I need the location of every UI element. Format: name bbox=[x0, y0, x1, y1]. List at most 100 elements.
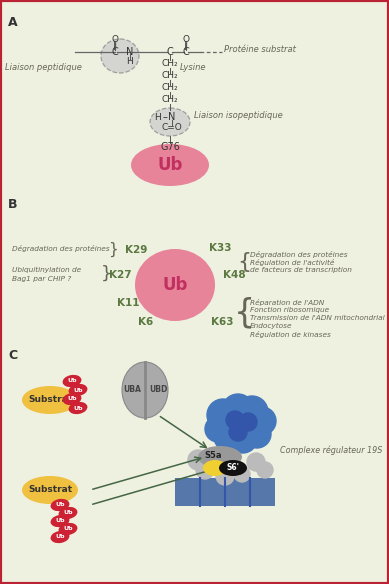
Text: K63: K63 bbox=[211, 317, 233, 327]
Text: UBA: UBA bbox=[123, 385, 141, 395]
Text: {: { bbox=[237, 252, 251, 272]
Ellipse shape bbox=[101, 39, 139, 73]
Circle shape bbox=[188, 450, 208, 470]
Text: Régulation de l'activité: Régulation de l'activité bbox=[250, 259, 335, 266]
Text: Ub: Ub bbox=[67, 397, 77, 402]
Circle shape bbox=[247, 453, 265, 471]
Text: {: { bbox=[233, 297, 255, 329]
Ellipse shape bbox=[63, 375, 81, 387]
Text: K48: K48 bbox=[223, 270, 245, 280]
Text: K6: K6 bbox=[138, 317, 154, 327]
Text: Ub: Ub bbox=[67, 378, 77, 384]
Circle shape bbox=[214, 423, 242, 451]
Text: C: C bbox=[8, 349, 17, 362]
Text: N: N bbox=[126, 47, 134, 57]
Text: Substrat: Substrat bbox=[28, 395, 72, 405]
Circle shape bbox=[239, 413, 257, 431]
Ellipse shape bbox=[150, 108, 190, 136]
Text: Dégradation des protéines: Dégradation des protéines bbox=[12, 245, 110, 252]
Text: Ub: Ub bbox=[55, 502, 65, 507]
Circle shape bbox=[222, 394, 254, 426]
Text: Substrat: Substrat bbox=[28, 485, 72, 495]
Text: Ub: Ub bbox=[73, 388, 83, 392]
Text: CH₂: CH₂ bbox=[162, 71, 178, 81]
Ellipse shape bbox=[51, 499, 69, 511]
Circle shape bbox=[236, 396, 268, 428]
Ellipse shape bbox=[59, 507, 77, 519]
Text: A: A bbox=[8, 16, 18, 29]
Text: Endocytose: Endocytose bbox=[250, 323, 293, 329]
Ellipse shape bbox=[203, 460, 227, 476]
Text: CH₂: CH₂ bbox=[162, 96, 178, 105]
Text: Ub: Ub bbox=[162, 276, 187, 294]
Circle shape bbox=[196, 461, 214, 479]
Text: Liaison isopeptidique: Liaison isopeptidique bbox=[194, 112, 283, 120]
Text: K27: K27 bbox=[109, 270, 131, 280]
Circle shape bbox=[205, 416, 231, 442]
Ellipse shape bbox=[198, 446, 242, 468]
Bar bbox=[175, 478, 275, 506]
Circle shape bbox=[216, 467, 234, 485]
Text: ‖: ‖ bbox=[113, 41, 117, 50]
Text: Régulation de kinases: Régulation de kinases bbox=[250, 331, 331, 338]
Text: ‖: ‖ bbox=[184, 41, 188, 50]
Text: Bag1 par CHIP ?: Bag1 par CHIP ? bbox=[12, 276, 71, 282]
Circle shape bbox=[234, 466, 250, 482]
Text: }: } bbox=[108, 241, 118, 256]
Ellipse shape bbox=[68, 384, 88, 396]
Text: K29: K29 bbox=[125, 245, 147, 255]
Ellipse shape bbox=[122, 362, 168, 418]
Text: –: – bbox=[163, 112, 167, 122]
Text: S6': S6' bbox=[226, 464, 240, 472]
Ellipse shape bbox=[51, 531, 69, 543]
Ellipse shape bbox=[22, 476, 78, 504]
Text: Liaison peptidique: Liaison peptidique bbox=[5, 64, 82, 72]
Text: C=O: C=O bbox=[161, 123, 182, 133]
Text: Ub: Ub bbox=[55, 519, 65, 523]
Text: Ub: Ub bbox=[63, 510, 73, 516]
Text: K11: K11 bbox=[117, 298, 139, 308]
Text: K33: K33 bbox=[209, 243, 231, 253]
Ellipse shape bbox=[219, 460, 247, 476]
Ellipse shape bbox=[131, 144, 209, 186]
Ellipse shape bbox=[68, 402, 88, 414]
Text: O: O bbox=[112, 36, 119, 44]
Text: O: O bbox=[182, 36, 189, 44]
Text: Dégradation des protéines: Dégradation des protéines bbox=[250, 251, 348, 258]
Text: Fonction ribosomique: Fonction ribosomique bbox=[250, 307, 329, 313]
Text: Transmission de l'ADN mitochondrial: Transmission de l'ADN mitochondrial bbox=[250, 315, 385, 321]
Circle shape bbox=[226, 411, 244, 429]
Circle shape bbox=[229, 423, 247, 441]
Text: Complexe régulateur 19S: Complexe régulateur 19S bbox=[280, 445, 382, 455]
Text: Protéine substrat: Protéine substrat bbox=[224, 46, 296, 54]
Text: H: H bbox=[127, 57, 133, 65]
Text: Réparation de l'ADN: Réparation de l'ADN bbox=[250, 298, 324, 305]
Text: Ub: Ub bbox=[63, 527, 73, 531]
Text: }: } bbox=[101, 265, 113, 283]
Text: Ub: Ub bbox=[157, 156, 183, 174]
Text: H: H bbox=[154, 113, 161, 121]
Text: B: B bbox=[8, 198, 18, 211]
Text: S5a: S5a bbox=[204, 450, 222, 460]
Text: Lysine: Lysine bbox=[180, 64, 207, 72]
Ellipse shape bbox=[51, 515, 69, 527]
Circle shape bbox=[243, 420, 271, 448]
Text: N: N bbox=[168, 112, 176, 122]
Text: C: C bbox=[182, 47, 189, 57]
Ellipse shape bbox=[63, 393, 81, 405]
Text: CH₂: CH₂ bbox=[162, 60, 178, 68]
Ellipse shape bbox=[59, 523, 77, 535]
Circle shape bbox=[207, 399, 239, 431]
Ellipse shape bbox=[22, 386, 78, 414]
Text: C: C bbox=[166, 47, 173, 57]
Text: de facteurs de transcription: de facteurs de transcription bbox=[250, 267, 352, 273]
Text: Ub: Ub bbox=[55, 534, 65, 540]
Text: Ub: Ub bbox=[73, 405, 83, 411]
Text: CH₂: CH₂ bbox=[162, 84, 178, 92]
Text: G76: G76 bbox=[160, 142, 180, 152]
Text: C: C bbox=[112, 47, 118, 57]
Text: UBD: UBD bbox=[149, 385, 167, 395]
Ellipse shape bbox=[135, 249, 215, 321]
Circle shape bbox=[229, 425, 257, 453]
Text: Ubiquitinylation de: Ubiquitinylation de bbox=[12, 267, 81, 273]
